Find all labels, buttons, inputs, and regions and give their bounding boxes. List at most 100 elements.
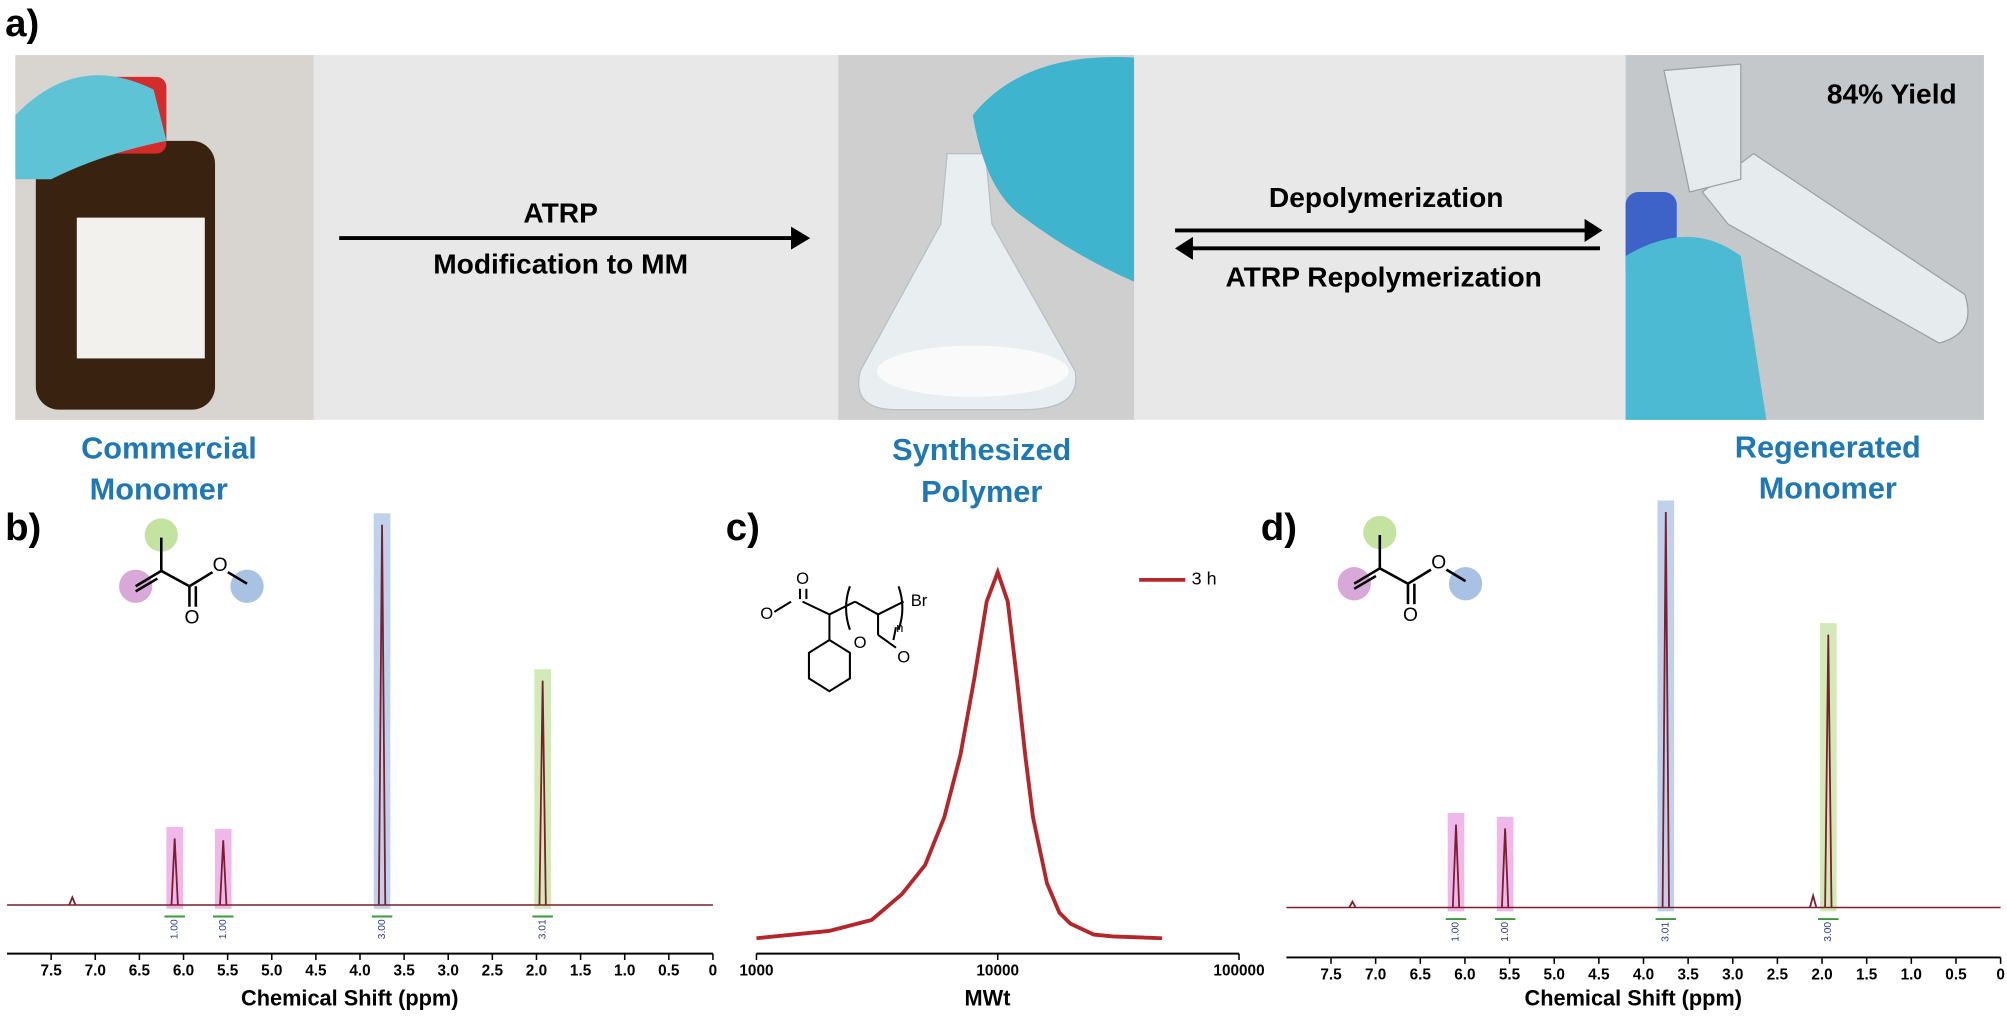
peak bbox=[1501, 828, 1510, 908]
x-tick-label: 4.0 bbox=[1633, 966, 1654, 983]
bond bbox=[135, 577, 159, 593]
x-tick-label: 1.5 bbox=[1856, 966, 1878, 983]
peak bbox=[170, 838, 179, 906]
integral-label: 1.00 bbox=[169, 919, 180, 939]
atom-label: O bbox=[854, 633, 867, 652]
x-tick-label: 100000 bbox=[1213, 963, 1264, 980]
bond bbox=[1445, 568, 1467, 583]
photo-tube bbox=[1625, 55, 1984, 420]
bond bbox=[160, 569, 191, 588]
arrow-label: Depolymerization bbox=[1269, 182, 1504, 213]
peak bbox=[1824, 634, 1833, 908]
x-tick-label: 1.0 bbox=[1901, 966, 1922, 983]
x-axis-title: Chemical Shift (ppm) bbox=[241, 985, 459, 1010]
integral-label: 3.01 bbox=[537, 919, 548, 939]
atom-label: O bbox=[1403, 605, 1418, 626]
peak-highlight bbox=[1819, 623, 1837, 912]
photo-flask bbox=[838, 55, 1135, 420]
atom-label: Br bbox=[911, 591, 928, 610]
highlight-circle bbox=[1363, 515, 1397, 550]
peak-highlight bbox=[1657, 500, 1675, 912]
x-tick-label: 2.0 bbox=[526, 963, 547, 980]
bond bbox=[854, 600, 879, 616]
arrow-label: ATRP bbox=[523, 198, 598, 229]
x-tick-label: 5.0 bbox=[261, 963, 282, 980]
atom-label: O bbox=[1431, 552, 1446, 573]
peak bbox=[1348, 899, 1357, 908]
bond bbox=[877, 634, 897, 649]
highlight-circle bbox=[1448, 567, 1483, 601]
x-tick-label: 3.5 bbox=[1677, 966, 1699, 983]
yield-label: 84% Yield bbox=[1827, 78, 1957, 109]
bond bbox=[828, 600, 856, 616]
x-axis-title: Chemical Shift (ppm) bbox=[1524, 985, 1742, 1010]
x-tick-label: 7.5 bbox=[40, 963, 62, 980]
x-tick-label: 6.0 bbox=[173, 963, 194, 980]
bond bbox=[227, 571, 248, 585]
caption: Synthesized bbox=[892, 432, 1071, 467]
x-tick-label: 0 bbox=[709, 963, 718, 980]
caption: Polymer bbox=[921, 474, 1042, 509]
bond bbox=[1353, 567, 1381, 585]
integral-label: 1.00 bbox=[218, 919, 229, 939]
x-tick-label: 3.5 bbox=[393, 963, 415, 980]
peak bbox=[538, 680, 547, 905]
structure: O O O O Brn bbox=[760, 569, 928, 693]
panel-label: c) bbox=[726, 506, 760, 549]
peak bbox=[1809, 892, 1818, 908]
panel-label: b) bbox=[5, 506, 41, 549]
atom-label: O bbox=[185, 607, 200, 628]
x-tick-label: 1.0 bbox=[614, 963, 635, 980]
x-tick-label: 6.0 bbox=[1454, 966, 1475, 983]
integral-label: 1.00 bbox=[1500, 922, 1511, 942]
integral-label: 3.01 bbox=[1661, 922, 1672, 942]
bond bbox=[802, 600, 830, 616]
peak-highlight bbox=[534, 669, 551, 909]
x-tick-label: 7.5 bbox=[1320, 966, 1342, 983]
peak-highlight bbox=[166, 826, 184, 909]
arrow-label: Modification to MM bbox=[433, 249, 688, 280]
x-tick-label: 5.5 bbox=[217, 963, 239, 980]
x-axis-title: MWt bbox=[965, 985, 1011, 1010]
panel-label: a) bbox=[5, 2, 39, 45]
x-tick-label: 0 bbox=[1996, 966, 2005, 983]
x-tick-label: 5.0 bbox=[1544, 966, 1565, 983]
ring bbox=[807, 638, 851, 693]
x-tick-label: 6.5 bbox=[1410, 966, 1432, 983]
photo-bottle bbox=[15, 55, 314, 420]
bond bbox=[1353, 574, 1377, 590]
bracket bbox=[845, 585, 904, 631]
x-tick-label: 4.5 bbox=[305, 963, 327, 980]
equilibrium-arrows bbox=[1175, 218, 1603, 260]
x-tick-label: 0.5 bbox=[1945, 966, 1967, 983]
x-tick-label: 1000 bbox=[739, 963, 773, 980]
peak bbox=[377, 524, 387, 905]
highlight-circle bbox=[230, 569, 264, 603]
caption: Monomer bbox=[90, 472, 228, 507]
bond bbox=[188, 571, 214, 588]
integral-label: 3.00 bbox=[377, 919, 388, 939]
peak-highlight bbox=[1496, 816, 1514, 912]
x-tick-label: 2.0 bbox=[1811, 966, 1832, 983]
x-tick-label: 7.0 bbox=[85, 963, 106, 980]
bond bbox=[1379, 567, 1409, 585]
bond bbox=[1407, 568, 1432, 585]
caption: Monomer bbox=[1759, 470, 1897, 505]
peak-highlight bbox=[214, 828, 232, 909]
line-series bbox=[756, 566, 1163, 941]
peak bbox=[1451, 824, 1461, 908]
peak-highlight bbox=[1447, 812, 1465, 912]
x-tick-label: 0.5 bbox=[658, 963, 680, 980]
x-tick-label: 4.0 bbox=[349, 963, 370, 980]
x-tick-label: 10000 bbox=[976, 963, 1019, 980]
x-tick-label: 3.0 bbox=[438, 963, 459, 980]
atom-label: n bbox=[896, 620, 903, 635]
structure: OO bbox=[119, 518, 264, 628]
bond bbox=[135, 569, 162, 588]
bond bbox=[892, 627, 897, 641]
captions: Commercial Monomer Synthesized Polymer R… bbox=[81, 429, 1921, 509]
atom-label: O bbox=[897, 647, 910, 666]
peak-highlight bbox=[373, 513, 391, 909]
x-tick-label: 6.5 bbox=[129, 963, 151, 980]
